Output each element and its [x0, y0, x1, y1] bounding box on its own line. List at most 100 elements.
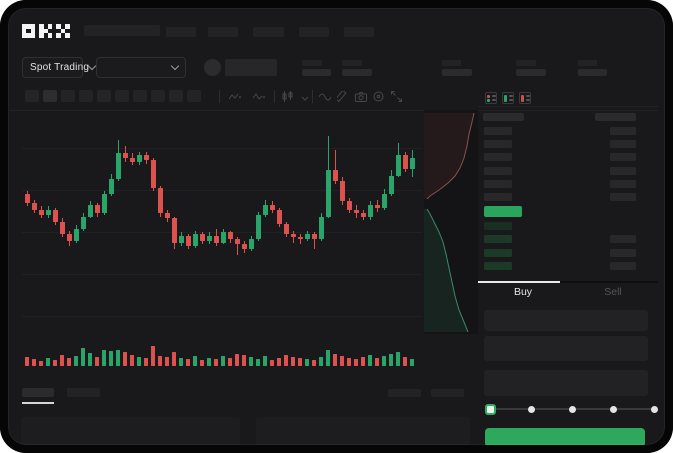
bottom-action-placeholder[interactable] [388, 389, 421, 397]
volume-bar [319, 357, 323, 366]
nav-item-placeholder[interactable] [208, 27, 238, 37]
volume-bar [326, 350, 330, 366]
tab-sell[interactable]: Sell [604, 286, 622, 298]
polyline-icon[interactable] [252, 90, 266, 103]
stat-label-placeholder [516, 60, 536, 66]
candle-body [347, 201, 352, 210]
order-price-input[interactable] [484, 310, 648, 331]
timeframe-button-placeholder[interactable] [115, 90, 129, 102]
order-amount-input[interactable] [484, 336, 648, 361]
bid-row[interactable] [484, 235, 512, 243]
last-price-badge[interactable] [484, 206, 522, 217]
wave-icon[interactable] [318, 90, 332, 103]
bid-row-amount[interactable] [610, 249, 636, 257]
tab-buy[interactable]: Buy [513, 286, 533, 298]
timeframe-button-placeholder[interactable] [43, 90, 57, 102]
trendline-icon[interactable] [228, 90, 242, 103]
camera-icon[interactable] [354, 90, 368, 103]
timeframe-button-placeholder[interactable] [151, 90, 165, 102]
ask-row[interactable] [610, 180, 636, 188]
order-total-input[interactable] [484, 370, 648, 396]
timeframe-button-placeholder[interactable] [25, 90, 39, 102]
bottom-tab-placeholder[interactable] [67, 388, 100, 397]
slider-stop[interactable] [527, 405, 535, 413]
bid-row[interactable] [484, 222, 512, 230]
ticker-placeholder [84, 25, 160, 36]
volume-bar [228, 358, 232, 366]
toolbar-divider [274, 90, 275, 103]
bid-row-amount[interactable] [610, 262, 636, 270]
bid-row[interactable] [484, 249, 512, 257]
ask-row[interactable] [610, 167, 636, 175]
candle-body [256, 215, 261, 239]
bid-row-amount[interactable] [610, 235, 636, 243]
candle-body [228, 232, 233, 239]
volume-bar [116, 350, 120, 366]
bids-only-icon[interactable] [502, 92, 514, 104]
slider-stop[interactable] [568, 405, 576, 413]
candle-body [249, 239, 254, 249]
candlestick-chart[interactable] [22, 112, 422, 302]
candle-body [403, 155, 408, 169]
ask-row[interactable] [484, 127, 512, 135]
chevron-down-icon[interactable] [300, 92, 310, 105]
timeframe-button-placeholder[interactable] [97, 90, 111, 102]
volume-bar [88, 353, 92, 366]
bottom-action-placeholder[interactable] [431, 389, 464, 397]
nav-item-placeholder[interactable] [166, 27, 196, 37]
timeframe-button-placeholder[interactable] [133, 90, 147, 102]
nav-item-placeholder[interactable] [253, 27, 284, 37]
ask-row[interactable] [484, 167, 512, 175]
okx-logo[interactable] [22, 24, 70, 38]
ask-row[interactable] [610, 140, 636, 148]
volume-bar [333, 354, 337, 366]
candle-body [263, 205, 268, 215]
candle-body [186, 236, 191, 246]
target-icon[interactable] [371, 90, 385, 103]
timeframe-button-placeholder[interactable] [169, 90, 183, 102]
volume-bar [221, 356, 225, 366]
ruler-icon[interactable] [336, 90, 350, 103]
volume-bar [32, 359, 36, 366]
candle-type-icon[interactable] [281, 90, 295, 103]
buy-submit-button[interactable] [485, 428, 645, 447]
ask-row[interactable] [484, 180, 512, 188]
slider-stop[interactable] [650, 405, 658, 413]
candle-body [53, 210, 58, 222]
ask-row[interactable] [484, 140, 512, 148]
candle-body [305, 234, 310, 239]
volume-bar [193, 356, 197, 366]
timeframe-button-placeholder[interactable] [79, 90, 93, 102]
volume-bar [235, 354, 239, 366]
bid-row[interactable] [484, 262, 512, 270]
timeframe-button-placeholder[interactable] [187, 90, 201, 102]
slider-stop[interactable] [609, 405, 617, 413]
ask-row[interactable] [484, 153, 512, 161]
ask-row[interactable] [484, 193, 512, 201]
ask-row[interactable] [610, 127, 636, 135]
slider-handle[interactable] [484, 403, 496, 415]
candle-body [46, 210, 51, 215]
bottom-tab-active-placeholder[interactable] [22, 388, 54, 397]
fullscreen-icon[interactable] [389, 90, 403, 103]
asks-only-icon[interactable] [519, 92, 531, 104]
candle-body [214, 236, 219, 243]
combined-book-icon[interactable] [485, 92, 497, 104]
stat-label-placeholder [302, 60, 322, 66]
pair-selector-dropdown[interactable] [96, 57, 186, 78]
stat-label-placeholder [578, 60, 597, 66]
candle-body [242, 244, 247, 249]
candle-body [333, 170, 338, 181]
candle-body [137, 155, 142, 162]
candle-body [109, 179, 114, 194]
nav-item-placeholder[interactable] [299, 27, 329, 37]
candle-body [319, 217, 324, 239]
pair-avatar[interactable] [204, 59, 221, 76]
nav-item-placeholder[interactable] [344, 27, 374, 37]
ask-row[interactable] [610, 193, 636, 201]
market-type-dropdown[interactable]: Spot Trading [22, 57, 97, 78]
ask-row[interactable] [610, 153, 636, 161]
timeframe-button-placeholder[interactable] [61, 90, 75, 102]
volume-bar [179, 358, 183, 366]
